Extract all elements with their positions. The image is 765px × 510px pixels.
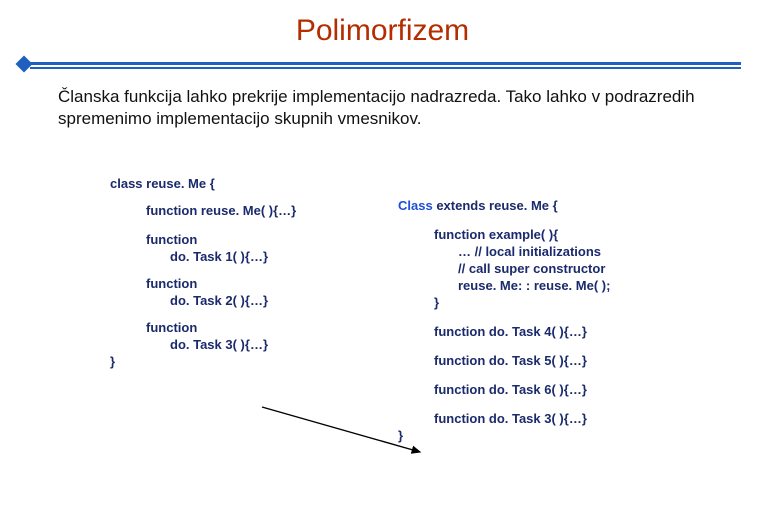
extends-text: extends reuse. Me { (433, 198, 558, 213)
code-line: do. Task 2( ){…} (110, 293, 370, 308)
code-line: function example( ){ (398, 227, 718, 242)
code-line: do. Task 1( ){…} (110, 249, 370, 264)
code-line: } (110, 354, 370, 369)
code-line: reuse. Me: : reuse. Me( ); (398, 278, 718, 293)
code-line: function do. Task 4( ){…} (398, 324, 718, 339)
code-line: function (110, 276, 370, 291)
code-line: Class extends reuse. Me { (398, 198, 718, 213)
code-line: class reuse. Me { (110, 176, 370, 191)
title-rule (24, 56, 741, 74)
left-code-column: class reuse. Me { function reuse. Me( ){… (110, 176, 370, 371)
code-line: function do. Task 6( ){…} (398, 382, 718, 397)
class-keyword: Class (398, 198, 433, 213)
slide-title: Polimorfizem (0, 0, 765, 56)
code-line: // call super constructor (398, 261, 718, 276)
code-line: } (398, 428, 718, 443)
rule-line-thin (30, 67, 741, 69)
rule-line-thick (30, 62, 741, 65)
code-line: function (110, 232, 370, 247)
code-line: function do. Task 3( ){…} (398, 411, 718, 426)
code-line: do. Task 3( ){…} (110, 337, 370, 352)
code-line: } (398, 295, 718, 310)
code-line: function (110, 320, 370, 335)
right-code-column: Class extends reuse. Me { function examp… (398, 198, 718, 445)
slide-description: Članska funkcija lahko prekrije implemen… (0, 86, 765, 130)
code-line: function reuse. Me( ){…} (110, 203, 370, 218)
code-line: function do. Task 5( ){…} (398, 353, 718, 368)
code-line: … // local initializations (398, 244, 718, 259)
